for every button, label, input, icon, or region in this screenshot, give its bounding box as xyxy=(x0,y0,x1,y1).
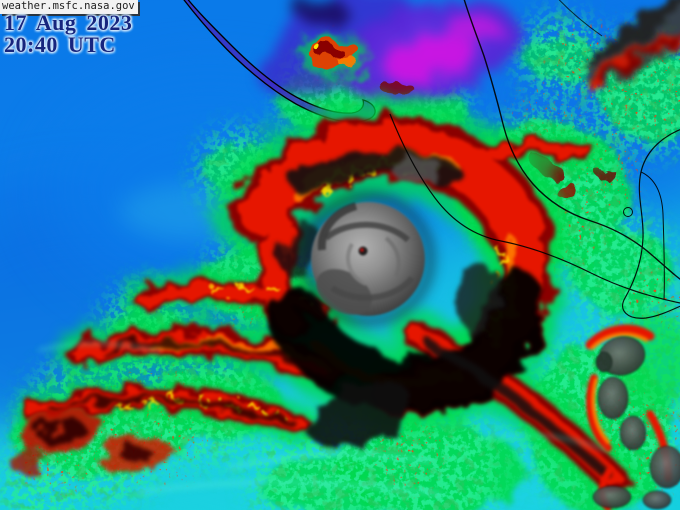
datetime-overlay: 17 Aug 2023 20:40 UTC xyxy=(4,12,132,56)
cyan-wisps xyxy=(38,341,606,497)
hurricane-eye-dot xyxy=(360,248,364,252)
hurricane-core-shadow xyxy=(301,192,435,326)
small-storm-blob xyxy=(297,35,417,95)
mainland-west-coastline xyxy=(463,0,680,280)
cirrus-streak-top-right xyxy=(583,0,680,91)
inner-coastline xyxy=(389,113,680,304)
date-label: 17 Aug 2023 xyxy=(4,10,133,35)
source-watermark: weather.msfc.nasa.gov xyxy=(0,0,138,14)
hurricane-core xyxy=(311,202,425,316)
time-label: 20:40 UTC xyxy=(4,32,116,57)
coastal-storm-cells xyxy=(585,310,680,510)
border-top-right xyxy=(558,0,603,37)
west-rainband-blobs xyxy=(8,410,173,474)
source-watermark-text: weather.msfc.nasa.gov xyxy=(2,0,135,12)
gulf-coast-outline xyxy=(622,129,680,319)
coastal-lagoon-outline xyxy=(623,207,633,217)
hurricane xyxy=(8,147,613,479)
gulf-inner-border xyxy=(640,171,665,301)
coastline-overlay xyxy=(389,0,680,319)
